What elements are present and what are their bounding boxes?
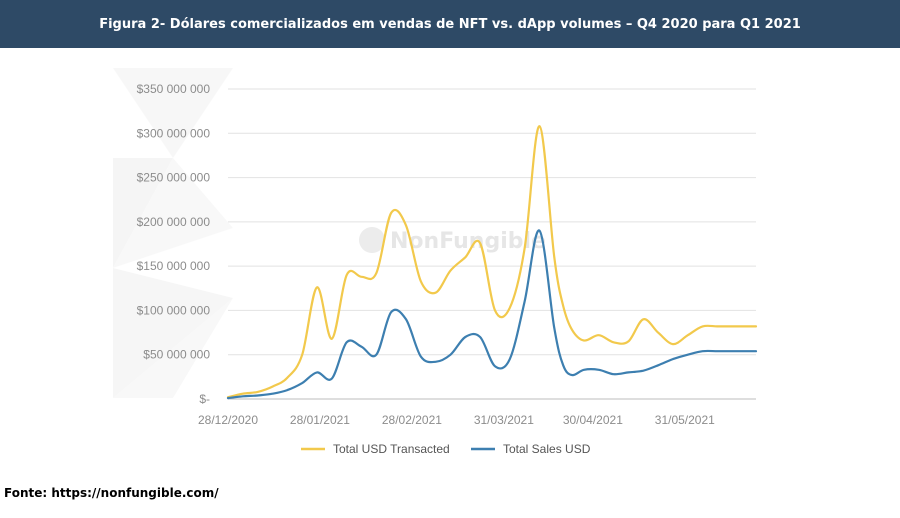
figure-title: Figura 2- Dólares comercializados em ven… xyxy=(99,16,801,32)
x-tick-label: 28/01/2021 xyxy=(290,413,350,427)
figure-header: Figura 2- Dólares comercializados em ven… xyxy=(0,0,900,48)
source-caption: Fonte: https://nonfungible.com/ xyxy=(4,486,219,500)
y-tick-label: $100 000 000 xyxy=(137,303,211,317)
background-shape xyxy=(113,158,233,268)
background-shape xyxy=(113,268,233,398)
series-line-total-sales-usd xyxy=(226,229,758,400)
watermark-logo-icon xyxy=(359,227,385,253)
y-tick-label: $250 000 000 xyxy=(137,171,211,185)
y-tick-label: $350 000 000 xyxy=(137,82,211,96)
background-decoration xyxy=(113,68,233,398)
series-line-total-usd-transacted xyxy=(226,125,758,399)
x-tick-label: 31/03/2021 xyxy=(474,413,534,427)
legend-label: Total Sales USD xyxy=(503,442,591,456)
line-chart: $- $50 000 000 $100 000 000 $150 000 000 $20… xyxy=(113,68,758,456)
y-tick-label: $50 000 000 xyxy=(143,348,210,362)
background-shape xyxy=(113,68,233,158)
x-tick-label: 28/12/2020 xyxy=(198,413,258,427)
y-tick-label: $200 000 000 xyxy=(137,215,211,229)
y-tick-label: $150 000 000 xyxy=(137,259,211,273)
x-tick-label: 28/02/2021 xyxy=(382,413,442,427)
x-tick-label: 30/04/2021 xyxy=(563,413,623,427)
y-tick-label: $- xyxy=(199,392,210,406)
y-tick-label: $300 000 000 xyxy=(137,126,211,140)
watermark-text: NonFungible xyxy=(390,229,546,254)
legend-label: Total USD Transacted xyxy=(333,442,450,456)
background-shape xyxy=(113,298,233,398)
x-tick-label: 31/05/2021 xyxy=(655,413,715,427)
chart-container: $- $50 000 000 $100 000 000 $150 000 000 $20… xyxy=(113,68,765,468)
